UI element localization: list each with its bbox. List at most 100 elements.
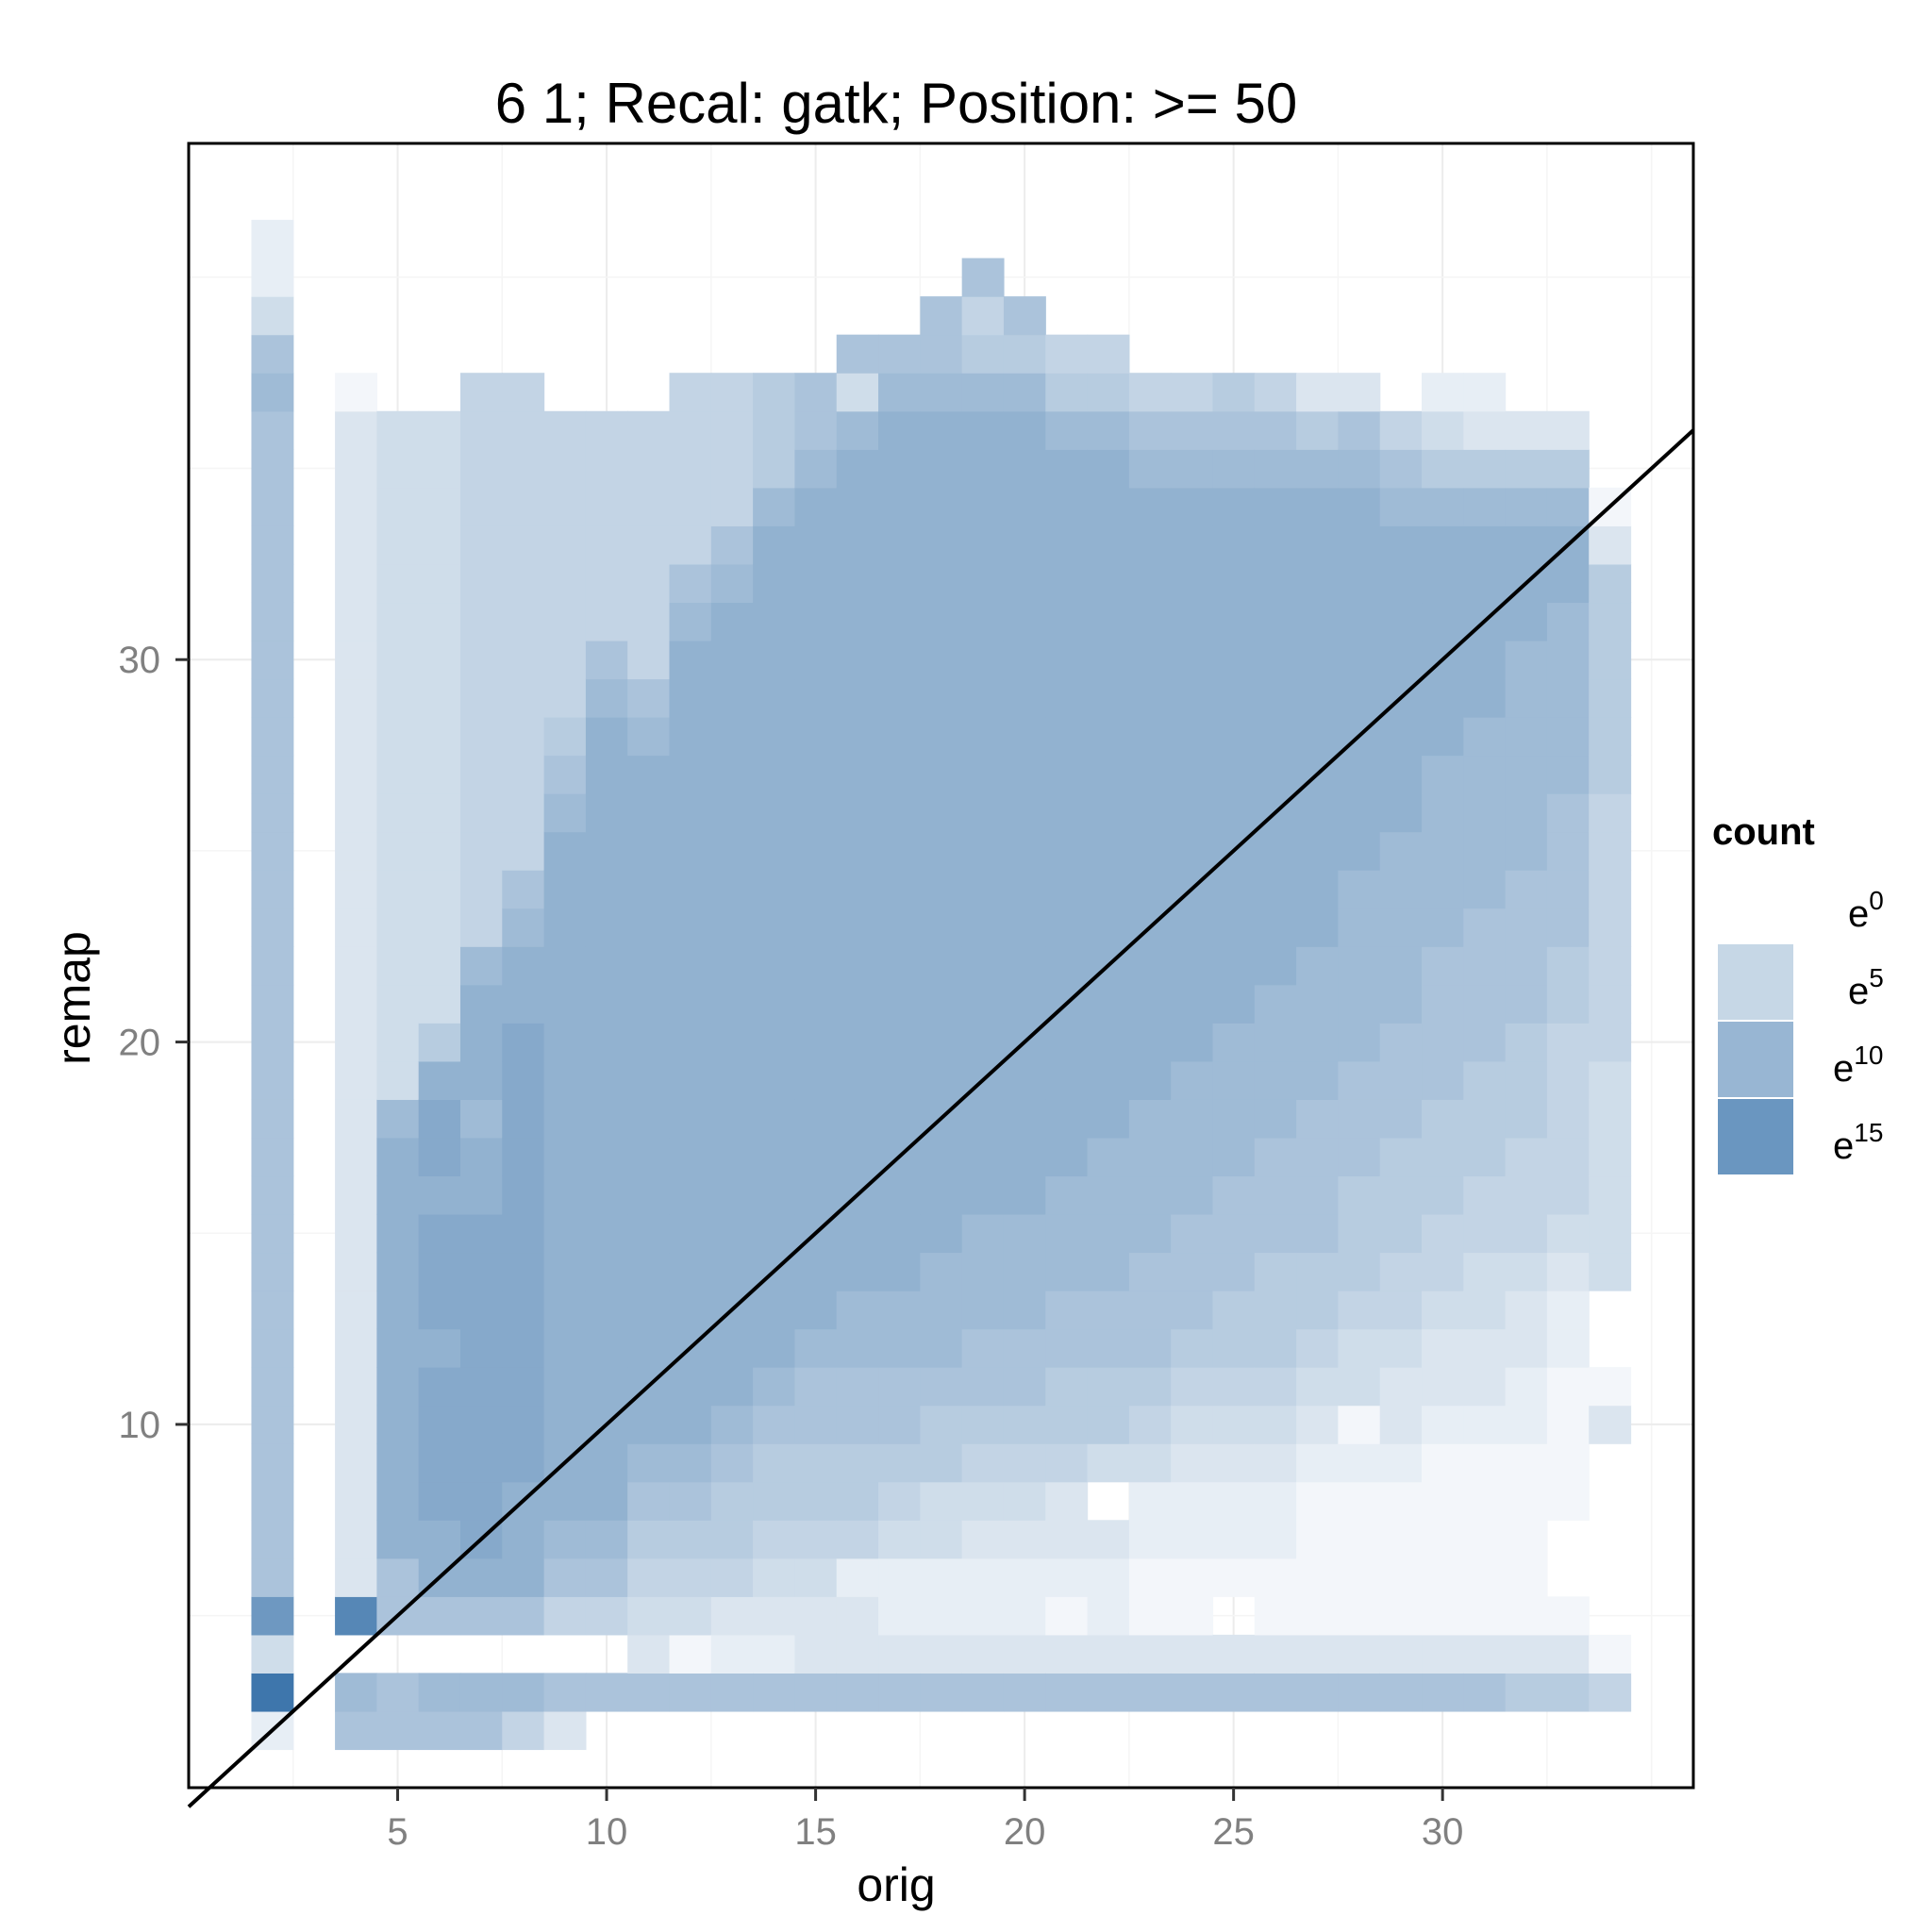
heatmap-cell [585, 1213, 628, 1254]
heatmap-cell [376, 1291, 420, 1330]
heatmap-cell [543, 1252, 587, 1291]
heatmap-cell [669, 410, 712, 450]
heatmap-cell [710, 449, 754, 489]
heatmap-cell [710, 1405, 754, 1444]
heatmap-cell [1379, 1481, 1423, 1521]
heatmap-cell [1463, 908, 1507, 947]
heatmap-cell [251, 1596, 294, 1636]
heatmap-cell [710, 1252, 754, 1291]
heatmap-cell [627, 1481, 671, 1521]
heatmap-cell [1463, 793, 1507, 833]
heatmap-cell [1045, 1596, 1089, 1636]
heatmap-cell [1171, 1405, 1214, 1444]
heatmap-cell [459, 755, 503, 794]
heatmap-cell [710, 525, 754, 565]
heatmap-cell [335, 373, 377, 412]
heatmap-cell [627, 1443, 671, 1483]
heatmap-cell [920, 449, 963, 489]
heatmap-cell [878, 602, 921, 641]
heatmap-cell [669, 1367, 712, 1407]
heatmap-cell [1171, 640, 1214, 680]
heatmap-cell [1128, 1252, 1172, 1291]
heatmap-cell [1589, 1099, 1632, 1139]
heatmap-cell [836, 755, 879, 794]
heatmap-cell [1212, 1252, 1256, 1291]
heatmap-cell [1003, 1367, 1046, 1407]
heatmap-cell [1505, 870, 1548, 909]
heatmap-cell [585, 1137, 628, 1177]
heatmap-cell [1128, 1060, 1172, 1100]
heatmap-cell [794, 946, 838, 986]
heatmap-cell [669, 1252, 712, 1291]
heatmap-cell [753, 449, 796, 489]
heatmap-cell [459, 602, 503, 641]
heatmap-cell [1422, 1213, 1464, 1254]
heatmap-cell [1422, 870, 1464, 909]
heatmap-cell [878, 1175, 921, 1215]
heatmap-cell [1171, 449, 1214, 489]
heatmap-cell [1379, 1060, 1423, 1100]
heatmap-cell [1338, 1291, 1381, 1330]
heatmap-cell [1212, 717, 1256, 757]
heatmap-cell [335, 908, 377, 947]
heatmap-cell [459, 1673, 503, 1712]
heatmap-cell [502, 755, 545, 794]
heatmap-cell [794, 1023, 838, 1062]
heatmap-cell [376, 602, 420, 641]
heatmap-cell [961, 640, 1005, 680]
heatmap-cell [335, 1367, 377, 1407]
heatmap-cell [335, 1557, 377, 1597]
heatmap-cell [1296, 1520, 1340, 1559]
heatmap-cell [335, 984, 377, 1024]
heatmap-cell [836, 1673, 879, 1712]
heatmap-cell [335, 563, 377, 604]
heatmap-cell [1463, 563, 1507, 604]
heatmap-cell [502, 1443, 545, 1483]
x-tick-label: 15 [794, 1811, 837, 1853]
heatmap-cell [627, 984, 671, 1024]
heatmap-cell [1589, 525, 1632, 565]
heatmap-cell [251, 602, 294, 641]
heatmap-cell [1422, 678, 1464, 718]
heatmap-cell [1296, 1213, 1340, 1254]
heatmap-cell [543, 984, 587, 1024]
heatmap-cell [1422, 984, 1464, 1024]
heatmap-cell [1546, 1405, 1590, 1444]
heatmap-cell [920, 563, 963, 604]
heatmap-cell [1045, 1367, 1089, 1407]
heatmap-cell [251, 946, 294, 986]
heatmap-cell [418, 525, 461, 565]
legend-key [1716, 1097, 1795, 1176]
heatmap-cell [1589, 946, 1632, 986]
heatmap-cell [1087, 1520, 1130, 1559]
heatmap-cell [1003, 870, 1046, 909]
legend-key [1716, 942, 1795, 1022]
heatmap-cell [1338, 1252, 1381, 1291]
heatmap-cell [1045, 793, 1089, 833]
y-axis: 10 20 30 [119, 640, 189, 1446]
heatmap-cell [335, 793, 377, 833]
heatmap-cell [251, 525, 294, 565]
heatmap-cell [543, 793, 587, 833]
heatmap-cell [1379, 984, 1423, 1024]
heatmap-cell [753, 602, 796, 641]
heatmap-cell [1463, 1023, 1507, 1062]
heatmap-cell [1171, 1291, 1214, 1330]
heatmap-cell [1338, 1557, 1381, 1597]
heatmap-cell [627, 831, 671, 871]
heatmap-cell [669, 1443, 712, 1483]
heatmap-cell [1338, 1367, 1381, 1407]
heatmap-cell [1546, 1443, 1590, 1483]
heatmap-cell [502, 410, 545, 450]
heatmap-cell [920, 984, 963, 1024]
heatmap-cell [459, 1481, 503, 1521]
heatmap-cell [836, 1405, 879, 1444]
heatmap-cell [753, 1213, 796, 1254]
heatmap-cell [1128, 1367, 1172, 1407]
heatmap-cell [753, 525, 796, 565]
heatmap-cell [1338, 1405, 1381, 1444]
heatmap-cell [627, 1023, 671, 1062]
heatmap-cell [585, 1520, 628, 1559]
heatmap-cell [1128, 1099, 1172, 1139]
heatmap-cell [878, 1443, 921, 1483]
